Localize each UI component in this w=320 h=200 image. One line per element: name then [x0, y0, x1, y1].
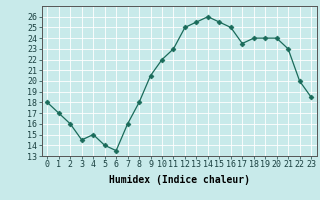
X-axis label: Humidex (Indice chaleur): Humidex (Indice chaleur) [109, 175, 250, 185]
